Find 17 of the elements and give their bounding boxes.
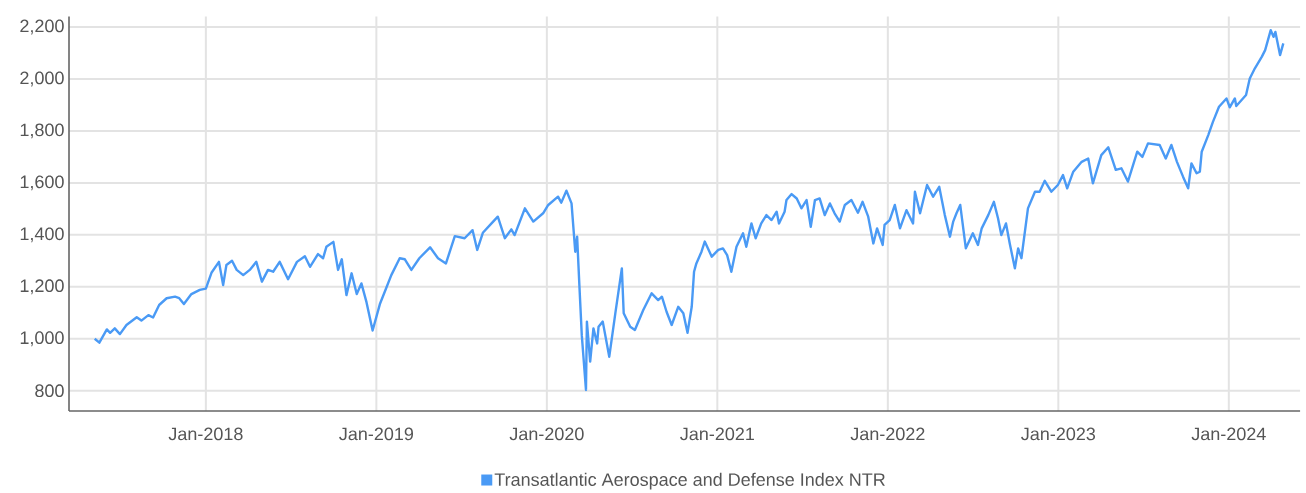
x-tick-label: Jan-2018	[168, 427, 243, 441]
y-tick-label: 1,800	[20, 123, 64, 139]
x-tick-label: Jan-2019	[339, 427, 414, 441]
x-tick-label: Jan-2020	[509, 427, 584, 441]
x-tick-label: Jan-2022	[850, 427, 925, 441]
y-tick-label: 1,600	[20, 175, 64, 191]
x-tick-label: Jan-2023	[1021, 427, 1096, 441]
x-tick-label: Jan-2021	[680, 427, 754, 441]
y-tick-label: 1,400	[20, 227, 64, 243]
y-tick-label: 2,200	[20, 19, 64, 35]
line-series	[93, 28, 1285, 392]
x-tick-label: Jan-2024	[1191, 427, 1266, 441]
y-tick-label: 800	[35, 384, 64, 398]
y-tick-label: 1,000	[20, 331, 64, 347]
legend-label: Transatlantic Aerospace and Defense Index NTR	[494, 472, 885, 490]
y-tick-label: 1,200	[20, 279, 64, 295]
y-tick-label: 2,000	[20, 71, 64, 87]
